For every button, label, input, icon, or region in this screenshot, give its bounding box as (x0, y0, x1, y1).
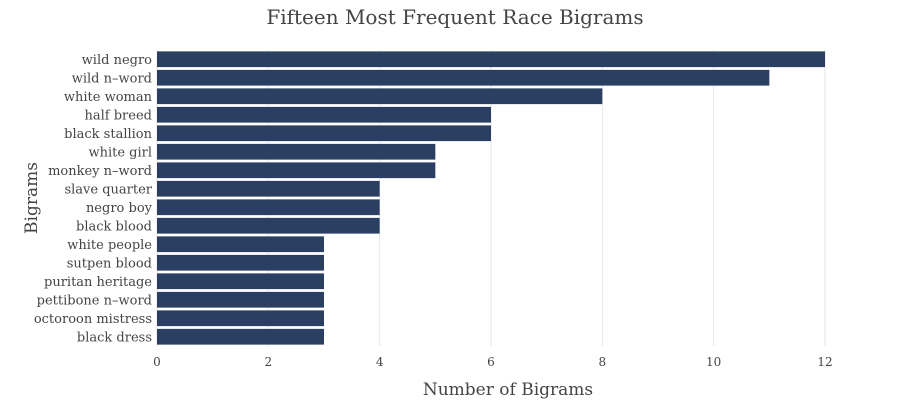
bar (157, 236, 324, 253)
x-tick-labels: 0 2 4 6 8 10 12 (153, 355, 832, 369)
category-label: monkey n–word (48, 164, 152, 179)
y-axis-label: Bigrams (22, 162, 42, 234)
category-label: white girl (88, 145, 152, 160)
category-label: wild negro (82, 53, 152, 68)
bar (157, 143, 436, 160)
bar (157, 106, 491, 123)
category-label: black blood (76, 219, 152, 234)
bar (157, 310, 324, 327)
category-label: black stallion (64, 127, 152, 142)
bar (157, 88, 603, 105)
category-label: puritan heritage (44, 275, 152, 290)
x-tick-label: 4 (376, 355, 384, 369)
category-label: pettibone n–word (37, 293, 152, 308)
bar (157, 217, 380, 234)
x-tick-label: 12 (817, 355, 832, 369)
x-tick-label: 0 (153, 355, 161, 369)
bar (157, 254, 324, 271)
category-label: white people (67, 238, 152, 253)
x-axis-label: Number of Bigrams (423, 380, 593, 400)
x-tick-label: 6 (487, 355, 495, 369)
bars-layer (157, 51, 825, 345)
bar (157, 69, 770, 86)
category-label: octoroon mistress (34, 312, 152, 327)
category-label: black dress (77, 330, 152, 345)
category-label: sutpen blood (67, 256, 152, 271)
bar (157, 328, 324, 345)
bar (157, 273, 324, 290)
category-label: white woman (64, 90, 153, 105)
category-label: negro boy (86, 201, 153, 216)
bar (157, 199, 380, 216)
bar (157, 162, 436, 179)
bar (157, 180, 380, 197)
chart-title: Fifteen Most Frequent Race Bigrams (266, 5, 643, 29)
category-label: slave quarter (64, 182, 152, 197)
category-label: half breed (85, 108, 152, 123)
x-tick-label: 10 (706, 355, 721, 369)
x-tick-label: 2 (265, 355, 273, 369)
x-tick-label: 8 (599, 355, 607, 369)
y-tick-labels: wild negro wild n–word white woman half bre… (34, 53, 153, 346)
bar (157, 125, 491, 142)
bar (157, 291, 324, 308)
category-label: wild n–word (72, 71, 152, 86)
bar (157, 51, 825, 68)
